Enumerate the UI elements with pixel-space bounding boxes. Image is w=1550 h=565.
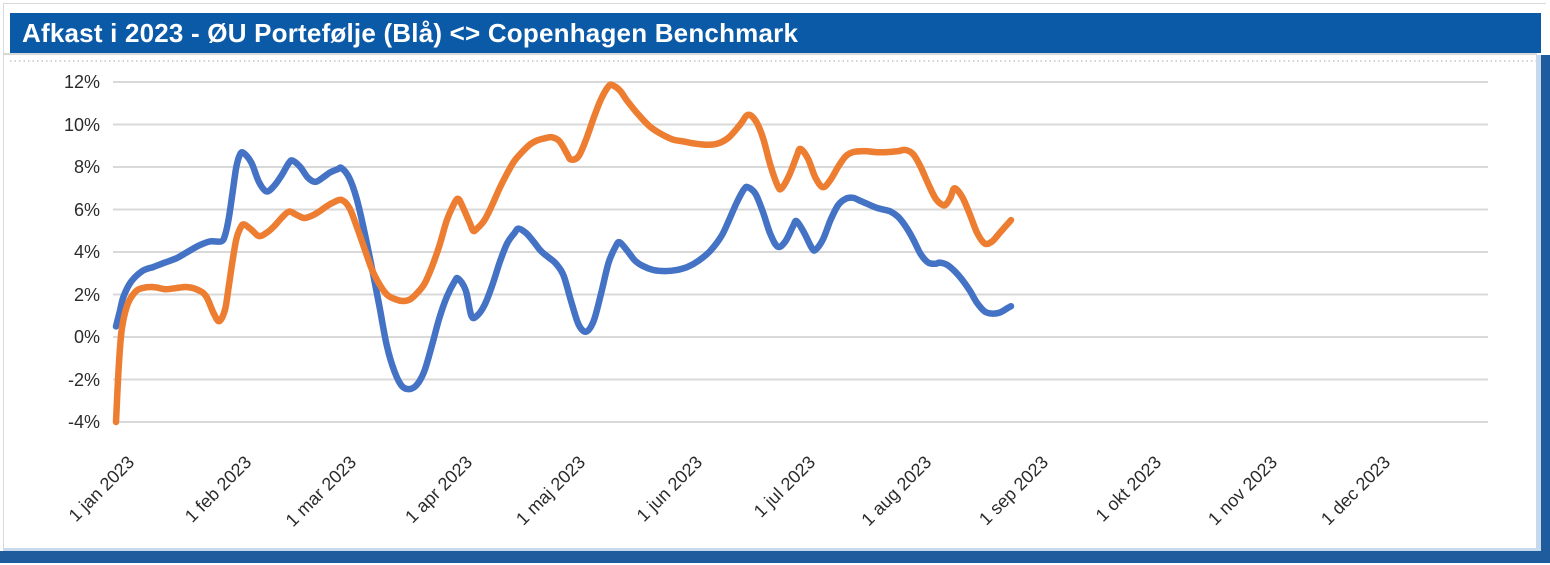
frame-bottom-inner [3,548,1541,551]
y-tick-label: 10% [63,115,100,135]
frame-right [1541,55,1550,563]
y-tick-label: 12% [63,72,100,92]
y-tick-label: 8% [73,157,100,177]
series-line-copenhagen-benchmark [112,81,1015,426]
y-tick-label: 0% [73,327,100,347]
series-lines [112,81,1015,426]
frame-right-inner [1536,55,1541,555]
y-tick-label: 4% [73,242,100,262]
y-tick-label: -4% [67,412,100,432]
y-tick-label: 6% [73,200,100,220]
frame-bottom [0,551,1550,563]
series-line--u-portef-lje [112,149,1015,393]
outer-left-border [3,3,4,548]
outer-top-border [3,3,1546,4]
gridlines [10,60,1538,423]
title-bar: Afkast i 2023 - ØU Portefølje (Blå) <> C… [10,13,1541,53]
title-bar-underline [3,53,1537,55]
y-tick-label: 2% [73,285,100,305]
y-tick-label: -2% [67,370,100,390]
page-title: Afkast i 2023 - ØU Portefølje (Blå) <> C… [22,17,799,48]
